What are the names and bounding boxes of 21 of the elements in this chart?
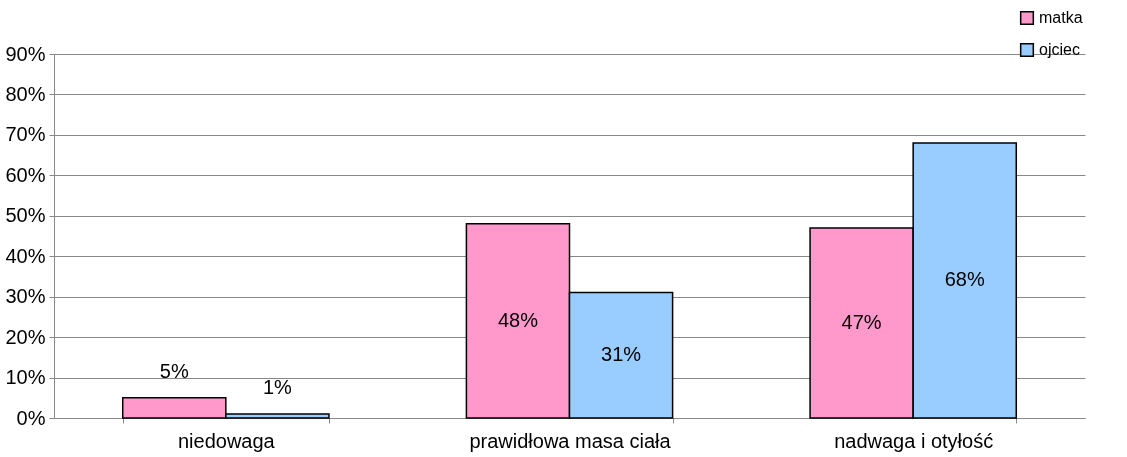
data-label: 5% (159, 360, 189, 383)
y-tick-label: 0% (16, 406, 46, 429)
data-label: 47% (841, 310, 882, 333)
y-tick-label: 40% (5, 244, 46, 267)
y-tick-label: 50% (5, 204, 46, 227)
legend-label: matka (1039, 9, 1083, 26)
data-label: 1% (262, 376, 293, 399)
x-tick-label: niedowaga (177, 429, 276, 452)
y-tick-label: 30% (5, 285, 46, 308)
legend-label: ojciec (1039, 41, 1080, 58)
y-tick-label: 60% (5, 163, 46, 186)
data-label: 31% (601, 343, 642, 366)
data-label: 68% (944, 268, 985, 291)
x-tick-label: nadwaga i otyłość (834, 429, 994, 452)
y-tick-label: 90% (5, 42, 46, 65)
y-tick-label: 80% (5, 82, 46, 105)
y-tick-label: 10% (5, 366, 46, 389)
data-label: 48% (497, 308, 539, 331)
y-tick-label: 20% (5, 325, 46, 348)
y-tick-label: 70% (5, 123, 46, 146)
x-tick-label: prawidłowa masa ciała (469, 429, 672, 452)
